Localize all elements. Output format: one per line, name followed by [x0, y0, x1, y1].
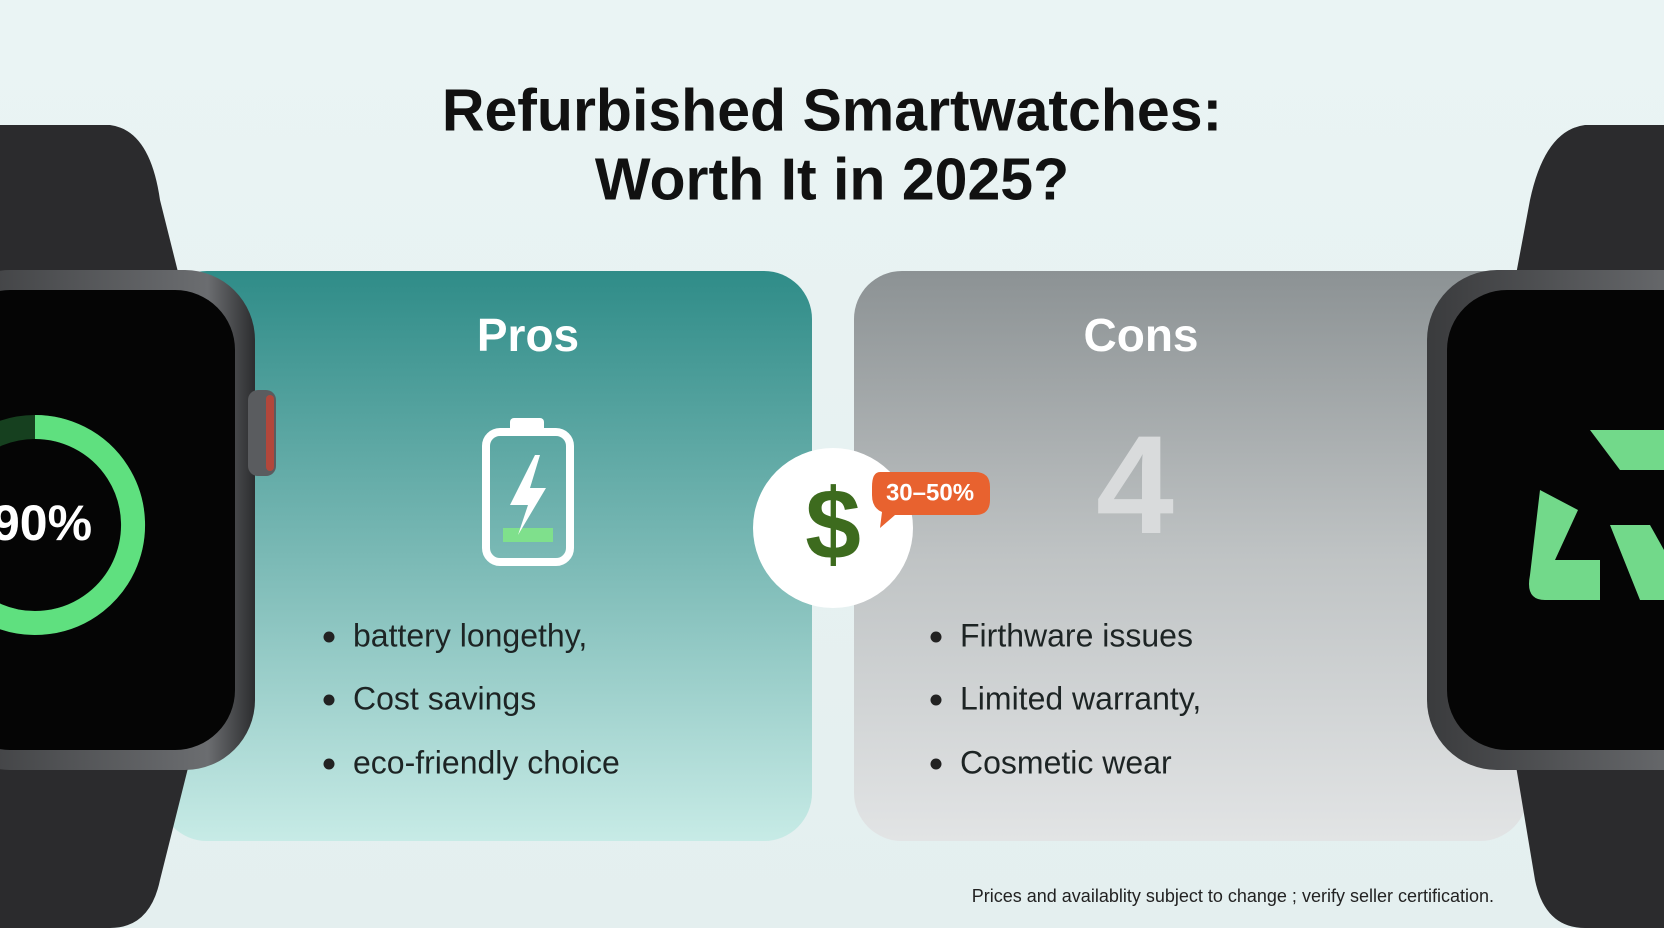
right-watch — [1427, 125, 1664, 928]
cons-item: Limited warranty, — [960, 680, 1201, 716]
cons-panel — [854, 271, 1528, 841]
title: Worth It in 2025? — [595, 147, 1069, 213]
cons-number: 4 — [1096, 406, 1174, 563]
left-watch: 90% — [0, 125, 276, 928]
cons-item: Firthware issues — [960, 617, 1193, 653]
bullet — [930, 758, 942, 770]
footnote: Prices and availablity subject to change… — [972, 886, 1494, 906]
bullet — [323, 631, 335, 643]
pros-heading: Pros — [477, 309, 579, 361]
dollar-sign: $ — [805, 468, 861, 580]
battery-icon — [482, 418, 574, 566]
cons-item: Cosmetic wear — [960, 744, 1172, 780]
savings-badge — [872, 472, 990, 528]
watch-display: 90% — [0, 495, 92, 551]
bullet — [323, 694, 335, 706]
bullet — [323, 758, 335, 770]
bullet — [930, 694, 942, 706]
pros-item: Cost savings — [353, 680, 536, 716]
pros-item: battery longethy, — [353, 617, 587, 653]
title: Refurbished Smartwatches: — [442, 78, 1222, 144]
cons-heading: Cons — [1084, 309, 1199, 361]
pros-item: eco-friendly choice — [353, 744, 620, 780]
savings-badge-label: 30–50% — [886, 479, 974, 506]
bullet — [930, 631, 942, 643]
